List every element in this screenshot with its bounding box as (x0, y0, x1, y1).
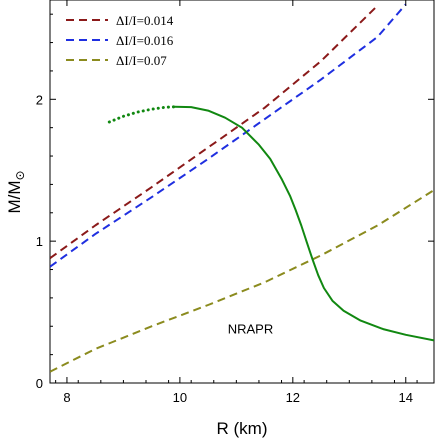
legend-label: ΔI/I=0.07 (116, 53, 167, 68)
series-line-5-solid (174, 105, 434, 342)
plot-area (49, 0, 435, 384)
y-tick-label: 2 (36, 92, 43, 107)
legend: ΔI/I=0.014 ΔI/I=0.016 ΔI/I=0.07 (66, 13, 174, 68)
legend-label: ΔI/I=0.014 (116, 13, 174, 28)
curves-layer (50, 3, 434, 373)
svg-text:M/M⊙: M/M⊙ (5, 170, 27, 213)
y-tick-label: 0 (36, 376, 43, 391)
x-tick-label: 14 (399, 390, 413, 405)
x-tick-label: 8 (63, 390, 70, 405)
annotation-label: NRAPR (228, 321, 274, 336)
series-line-4-dotted (107, 105, 176, 124)
y-tick-label: 1 (36, 234, 43, 249)
y-axis-title-subscript: ⊙ (13, 170, 27, 180)
series-line-3-dashed (50, 189, 434, 373)
series-line-2-dashed (50, 3, 407, 268)
legend-label: ΔI/I=0.016 (116, 33, 174, 48)
series-line-1-dashed (50, 4, 379, 260)
x-axis-title: R (km) (217, 419, 268, 438)
y-axis-title: M/M⊙ (5, 170, 27, 213)
y-axis-title-main: M/M (5, 181, 24, 214)
x-tick-label: 10 (173, 390, 187, 405)
x-tick-label: 12 (286, 390, 300, 405)
